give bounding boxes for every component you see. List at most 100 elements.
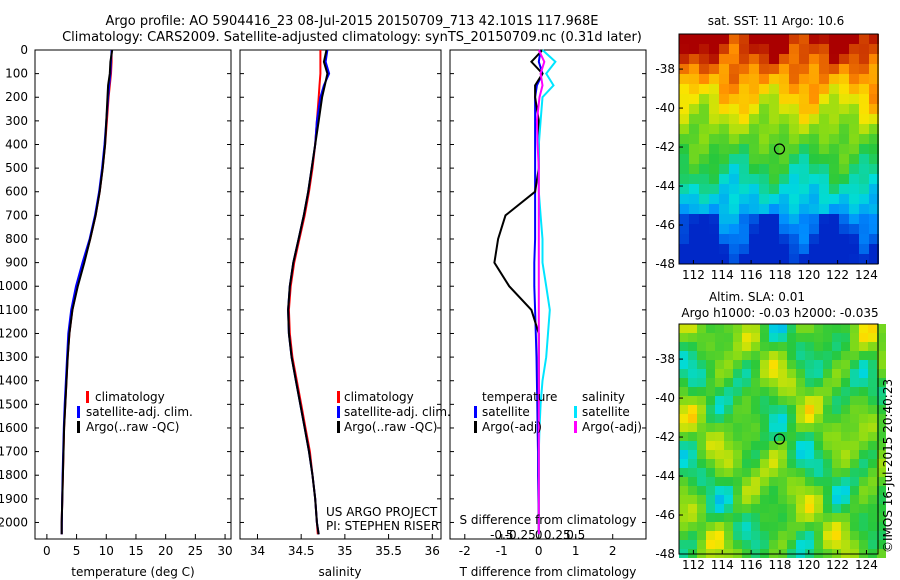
heatmap-cell (688, 396, 697, 405)
heatmap-cell (751, 540, 760, 549)
heatmap-cell (809, 134, 819, 144)
heatmap-cell (839, 114, 849, 124)
heatmap-cell (697, 495, 706, 504)
lon-tick-label: 120 (797, 558, 820, 572)
heatmap-cell (819, 134, 829, 144)
heatmap-cell (839, 184, 849, 194)
heatmap-cell (739, 84, 749, 94)
heatmap-cell (859, 84, 869, 94)
heatmap-cell (796, 360, 805, 369)
heatmap-cell (823, 477, 832, 486)
heatmap-cell (805, 468, 814, 477)
heatmap-cell (679, 144, 689, 154)
heatmap-cell (715, 351, 724, 360)
heatmap-cell (789, 164, 799, 174)
heatmap-cell (869, 244, 879, 254)
heatmap-cell (809, 44, 819, 54)
heatmap-cell (778, 432, 787, 441)
heatmap-cell (787, 459, 796, 468)
heatmap-cell (709, 244, 719, 254)
heatmap-cell (814, 468, 823, 477)
heatmap-cell (751, 342, 760, 351)
heatmap-cell (869, 134, 879, 144)
heatmap-cell (877, 423, 886, 432)
heatmap-cell (799, 194, 809, 204)
heatmap-cell (859, 214, 869, 224)
heatmap-cell (739, 144, 749, 154)
heatmap-cell (697, 522, 706, 531)
heatmap-cell (799, 184, 809, 194)
heatmap-cell (715, 513, 724, 522)
heatmap-cell (799, 54, 809, 64)
heatmap-cell (739, 64, 749, 74)
heatmap-cell (850, 333, 859, 342)
heatmap-cell (829, 64, 839, 74)
heatmap-cell (841, 378, 850, 387)
lon-tick-label: 124 (855, 558, 878, 572)
heatmap-cell (839, 164, 849, 174)
heatmap-cell (689, 74, 699, 84)
x-tick-label: 1 (572, 544, 580, 558)
heatmap-cell (877, 459, 886, 468)
heatmap-cell (760, 495, 769, 504)
heatmap-cell (799, 124, 809, 134)
heatmap-cell (850, 477, 859, 486)
heatmap-cell (697, 333, 706, 342)
heatmap-cell (729, 114, 739, 124)
heatmap-cell (715, 342, 724, 351)
heatmap-cell (719, 134, 729, 144)
temp-satellite-line (60, 49, 113, 535)
heatmap-cell (789, 134, 799, 144)
heatmap-cell (688, 468, 697, 477)
heatmap-cell (877, 360, 886, 369)
lat-tick-label: -48 (655, 257, 675, 271)
credit-pi: PI: STEPHEN RISER (326, 519, 439, 533)
heatmap-cell (697, 540, 706, 549)
heatmap-cell (679, 124, 689, 134)
temperature-panel: 0100200300400500600700800900100011001200… (0, 43, 646, 579)
heatmap-cell (868, 351, 877, 360)
heatmap-cell (868, 504, 877, 513)
heatmap-cell (778, 396, 787, 405)
heatmap-cell (778, 540, 787, 549)
diff-legend-t-satellite-label: satellite (482, 405, 530, 419)
heatmap-cell (679, 387, 688, 396)
heatmap-cell (769, 94, 779, 104)
heatmap-cell (769, 414, 778, 423)
heatmap-cell (706, 342, 715, 351)
heatmap-cell (733, 423, 742, 432)
heatmap-cell (679, 441, 688, 450)
heatmap-cell (839, 214, 849, 224)
heatmap-cell (688, 360, 697, 369)
t-difference-label: T difference from climatology (459, 565, 637, 579)
heatmap-cell (715, 324, 724, 333)
heatmap-cell (779, 104, 789, 114)
heatmap-cell (859, 441, 868, 450)
depth-tick-label: 1800 (0, 468, 28, 482)
heatmap-cell (739, 184, 749, 194)
heatmap-cell (689, 194, 699, 204)
heatmap-cell (868, 468, 877, 477)
heatmap-cell (877, 432, 886, 441)
heatmap-cell (859, 154, 869, 164)
heatmap-cell (778, 441, 787, 450)
heatmap-cell (877, 396, 886, 405)
heatmap-cell (841, 360, 850, 369)
heatmap-cell (709, 234, 719, 244)
heatmap-cell (832, 531, 841, 540)
heatmap-cell (706, 360, 715, 369)
x-tick-label: 2 (609, 544, 617, 558)
heatmap-cell (849, 134, 859, 144)
heatmap-cell (839, 44, 849, 54)
heatmap-cell (823, 522, 832, 531)
heatmap-cell (814, 360, 823, 369)
heatmap-cell (719, 54, 729, 64)
heatmap-cell (809, 74, 819, 84)
heatmap-cell (719, 84, 729, 94)
heatmap-cell (733, 369, 742, 378)
heatmap-cell (733, 540, 742, 549)
heatmap-cell (839, 34, 849, 44)
heatmap-cell (869, 124, 879, 134)
heatmap-cell (697, 432, 706, 441)
heatmap-cell (749, 244, 759, 254)
